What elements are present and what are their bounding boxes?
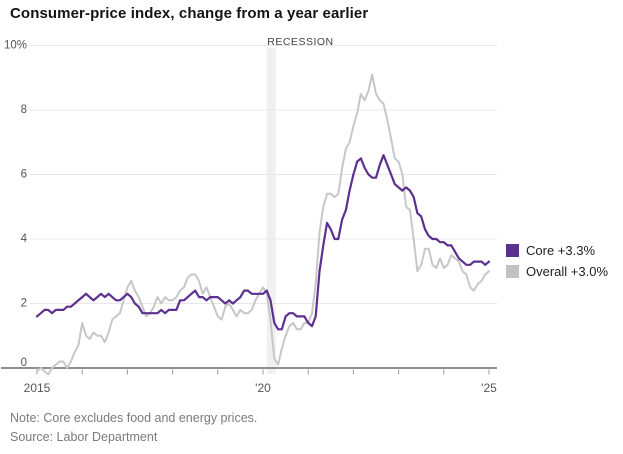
x-axis-label: 2015 <box>24 381 51 395</box>
y-axis-label: 10% <box>4 40 27 52</box>
y-axis-label: 6 <box>21 169 27 181</box>
x-axis-label: '20 <box>255 381 271 395</box>
y-axis-label: 4 <box>21 233 28 245</box>
legend-label-overall: Overall +3.0% <box>526 264 609 279</box>
source-text: Source: Labor Department <box>10 430 158 444</box>
recession-band <box>266 48 276 374</box>
y-axis-label: 0 <box>21 357 27 369</box>
y-axis-label: 2 <box>21 298 27 310</box>
note-text: Note: Core excludes food and energy pric… <box>10 411 258 425</box>
overall-series-swatch <box>506 265 519 278</box>
legend: Core +3.3% Overall +3.0% <box>506 243 609 286</box>
x-axis-label: '25 <box>481 381 497 395</box>
y-axis-label: 8 <box>21 104 27 116</box>
line-chart: 0 2 4 6 8 10% 2015 '20 '25 RECESSION <box>1 36 497 395</box>
recession-label: RECESSION <box>267 36 333 48</box>
core-line <box>35 154 491 331</box>
legend-item-core: Core +3.3% <box>506 243 608 258</box>
legend-item-overall: Overall +3.0% <box>506 264 609 279</box>
chart-title: Consumer-price index, change from a year… <box>10 5 369 22</box>
core-series-swatch <box>506 244 519 257</box>
overall-line <box>36 73 490 376</box>
legend-label-core: Core +3.3% <box>526 243 596 258</box>
